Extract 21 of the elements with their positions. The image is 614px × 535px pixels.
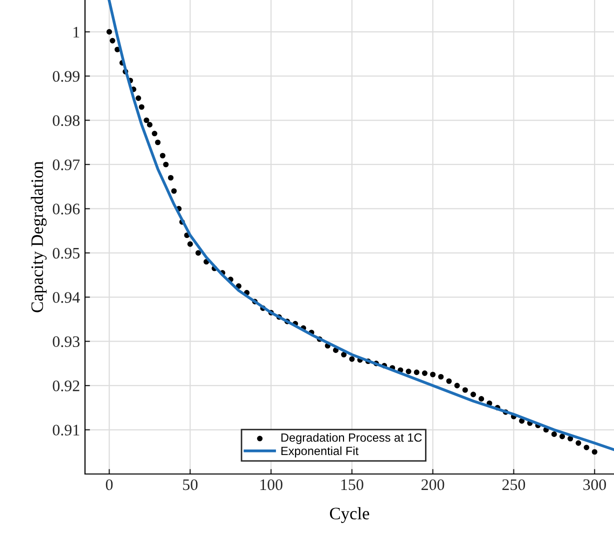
x-tick-label: 0 xyxy=(106,479,113,490)
x-tick-label: 250 xyxy=(502,479,526,490)
x-axis-title: Cycle xyxy=(330,507,370,523)
y-tick-label: 0.94 xyxy=(52,292,80,303)
y-tick-label: 0.97 xyxy=(52,159,80,170)
y-tick-label: 0.93 xyxy=(52,336,80,348)
legend-label: Degradation Process at 1C xyxy=(281,433,422,444)
y-tick-label: 1 xyxy=(74,26,80,38)
x-tick-label: 200 xyxy=(422,479,444,490)
x-tick-label: 50 xyxy=(183,479,198,490)
y-tick-label: 0.99 xyxy=(52,70,80,82)
x-tick-label: 100 xyxy=(260,479,282,490)
y-tick-label: 0.98 xyxy=(52,115,80,126)
x-tick-label: 300 xyxy=(583,479,606,490)
y-tick-label: 0.96 xyxy=(52,204,80,214)
y-tick-label: 0.95 xyxy=(52,248,80,259)
y-axis-title: Capacity Degradation xyxy=(30,161,47,312)
y-tick-label: 0.92 xyxy=(52,380,80,392)
legend-label: Exponential Fit xyxy=(281,446,358,458)
y-tick-label: 0.91 xyxy=(52,424,80,436)
x-tick-label: 150 xyxy=(341,479,364,490)
